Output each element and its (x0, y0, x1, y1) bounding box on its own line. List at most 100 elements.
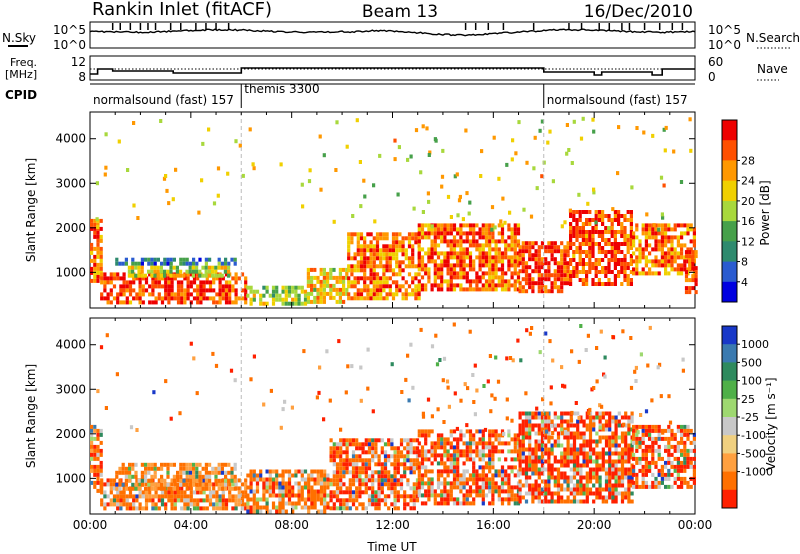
echo-cell (335, 482, 340, 487)
echo-cell (364, 474, 368, 479)
echo-cell (585, 487, 589, 492)
echo-cell (414, 232, 418, 237)
echo-cell (106, 478, 110, 483)
echo-cell (518, 479, 522, 484)
echo-cell (363, 256, 367, 261)
echo-cell (388, 248, 392, 253)
echo-cell (379, 252, 383, 257)
echo-cell (604, 495, 609, 500)
echo-cell (468, 227, 473, 232)
echo-cell (572, 242, 576, 246)
echo-cell (603, 374, 607, 379)
echo-cell (566, 269, 570, 274)
echo-cell (229, 368, 234, 373)
colorbar-swatch (722, 435, 737, 454)
echo-cell (664, 125, 668, 130)
echo-cell (259, 293, 263, 298)
echo-cell (670, 259, 674, 264)
echo-cell (104, 165, 108, 170)
echo-cell (553, 459, 557, 464)
echo-cell (137, 486, 141, 491)
echo-cell (537, 431, 541, 436)
echo-cell (553, 423, 557, 428)
echo-cell (566, 253, 570, 258)
echo-cell (611, 335, 616, 340)
echo-cell (265, 505, 269, 510)
echo-cell (443, 465, 447, 470)
echo-cell (122, 498, 126, 503)
echo-cell (556, 273, 561, 278)
echo-cell (403, 498, 407, 503)
echo-cell (199, 292, 203, 297)
echo-cell (409, 458, 413, 463)
echo-cell (440, 481, 444, 486)
noise-left-tick-top: 10^5 (53, 23, 86, 37)
echo-cell (627, 455, 631, 460)
echo-cell (676, 468, 680, 473)
echo-cell (443, 231, 447, 236)
echo-cell (648, 267, 652, 272)
echo-cell (148, 494, 152, 499)
echo-cell (524, 471, 529, 476)
echo-cell (604, 419, 609, 424)
echo-cell (601, 467, 605, 472)
echo-cell (449, 223, 453, 228)
echo-cell (638, 247, 642, 252)
echo-cell (478, 235, 482, 240)
echo-cell (246, 509, 250, 514)
echo-cell (185, 269, 189, 274)
echo-cell (613, 214, 617, 218)
echo-cell (284, 481, 288, 486)
echo-cell (537, 277, 541, 282)
echo-cell (379, 280, 383, 285)
echo-cell (424, 449, 428, 454)
echo-cell (446, 243, 450, 248)
echo-cell (524, 265, 529, 270)
echo-cell (316, 295, 320, 300)
echo-cell (572, 439, 577, 444)
echo-cell (547, 245, 551, 250)
echo-cell (547, 435, 551, 440)
echo-cell (385, 252, 389, 257)
echo-cell (443, 449, 447, 454)
colorbar-tick-label: 24 (741, 175, 755, 188)
echo-cell (627, 479, 631, 484)
echo-cell (478, 477, 482, 482)
echo-cell (345, 287, 349, 292)
echo-cell (491, 501, 495, 506)
echo-cell (576, 471, 580, 476)
echo-cell (141, 284, 145, 289)
echo-cell (339, 490, 343, 495)
echo-cell (518, 463, 522, 468)
echo-cell (597, 242, 601, 246)
echo-cell (504, 481, 508, 486)
echo-cell (604, 483, 609, 488)
echo-cell (676, 476, 680, 481)
echo-cell (224, 288, 229, 293)
echo-cell (629, 270, 633, 274)
echo-cell (518, 261, 522, 266)
echo-cell (167, 300, 171, 305)
echo-cell (141, 506, 145, 511)
echo-cell (415, 478, 420, 483)
echo-cell (230, 470, 234, 475)
echo-cell (686, 460, 690, 465)
echo-cell (446, 457, 450, 462)
echo-cell (160, 482, 164, 487)
echo-cell (374, 446, 378, 451)
echo-cell (440, 461, 444, 466)
echo-cell (595, 346, 599, 350)
echo-cell (385, 256, 389, 261)
echo-cell (664, 227, 668, 232)
echo-cell (440, 441, 444, 446)
echo-cell (395, 240, 399, 245)
echo-cell (610, 234, 614, 238)
echo-cell (358, 482, 362, 487)
echo-cell (323, 469, 327, 474)
echo-cell (588, 270, 592, 274)
echo-cell (417, 287, 421, 292)
echo-cell (654, 448, 658, 453)
echo-cell (635, 472, 639, 477)
echo-cell (409, 462, 413, 467)
echo-cell (440, 445, 444, 450)
